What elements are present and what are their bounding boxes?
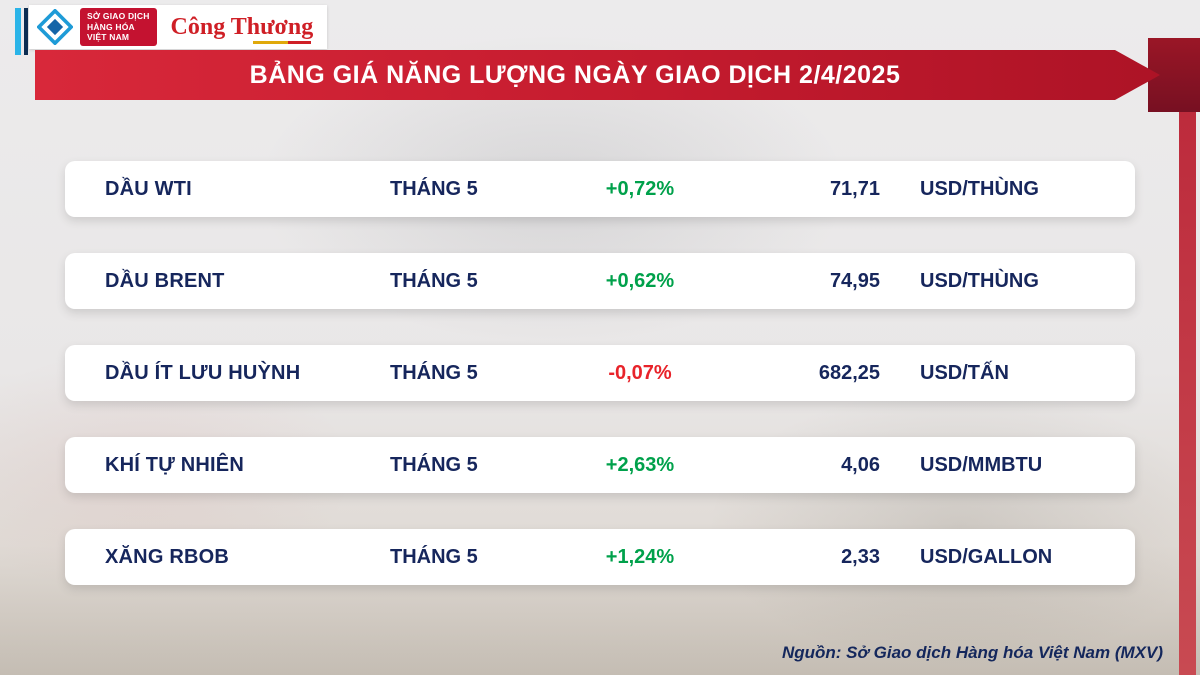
price-value: 71,71 bbox=[829, 177, 880, 200]
exchange-name-line: SỞ GIAO DỊCH bbox=[87, 11, 150, 22]
table-row: DẦU BRENT THÁNG 5 +0,62% 74,95 USD/THÙNG bbox=[65, 253, 1135, 309]
exchange-name-line: HÀNG HÓA bbox=[87, 21, 135, 32]
change-percent: -0,07% bbox=[608, 361, 672, 384]
table-row: XĂNG RBOB THÁNG 5 +1,24% 2,33 USD/GALLON bbox=[65, 529, 1135, 585]
congthuong-underline bbox=[253, 41, 312, 44]
product-name: XĂNG RBOB bbox=[105, 545, 230, 568]
price-unit: USD/TẤN bbox=[920, 361, 1009, 384]
change-percent: +0,72% bbox=[605, 177, 675, 200]
mxv-diamond-icon bbox=[37, 9, 73, 45]
price-value: 74,95 bbox=[829, 269, 880, 292]
page-title: BẢNG GIÁ NĂNG LƯỢNG NGÀY GIAO DỊCH 2/4/2… bbox=[249, 60, 901, 89]
price-unit: USD/MMBTU bbox=[920, 453, 1043, 476]
exchange-name-line: VIỆT NAM bbox=[87, 32, 130, 43]
contract-month: THÁNG 5 bbox=[390, 269, 478, 292]
navy-accent-bar bbox=[24, 8, 28, 55]
change-percent: +0,62% bbox=[605, 269, 675, 292]
contract-month: THÁNG 5 bbox=[390, 453, 478, 476]
change-percent: +2,63% bbox=[605, 453, 675, 476]
exchange-name-badge: SỞ GIAO DỊCH HÀNG HÓA VIỆT NAM bbox=[80, 8, 157, 46]
price-value: 682,25 bbox=[818, 361, 880, 384]
product-name: DẦU WTI bbox=[105, 177, 192, 200]
congthuong-logo: Công Thương bbox=[170, 14, 314, 44]
contract-month: THÁNG 5 bbox=[390, 177, 478, 200]
congthuong-logo-text: Công Thương bbox=[170, 14, 314, 40]
price-unit: USD/GALLON bbox=[920, 545, 1053, 568]
product-name: DẦU ÍT LƯU HUỲNH bbox=[105, 361, 301, 384]
price-value: 2,33 bbox=[841, 545, 880, 568]
table-row: DẦU WTI THÁNG 5 +0,72% 71,71 USD/THÙNG bbox=[65, 161, 1135, 217]
left-accent-bars bbox=[15, 8, 28, 55]
title-banner: BẢNG GIÁ NĂNG LƯỢNG NGÀY GIAO DỊCH 2/4/2… bbox=[35, 50, 1160, 100]
change-percent: +1,24% bbox=[605, 545, 675, 568]
right-edge-red-stripe bbox=[1179, 112, 1196, 675]
contract-month: THÁNG 5 bbox=[390, 361, 478, 384]
contract-month: THÁNG 5 bbox=[390, 545, 478, 568]
table-row: KHÍ TỰ NHIÊN THÁNG 5 +2,63% 4,06 USD/MMB… bbox=[65, 437, 1135, 493]
energy-price-table: DẦU WTI THÁNG 5 +0,72% 71,71 USD/THÙNG D… bbox=[65, 161, 1135, 621]
product-name: KHÍ TỰ NHIÊN bbox=[105, 453, 244, 476]
source-attribution: Nguồn: Sở Giao dịch Hàng hóa Việt Nam (M… bbox=[781, 643, 1163, 662]
branding-header: SỞ GIAO DỊCH HÀNG HÓA VIỆT NAM Công Thươ… bbox=[29, 5, 328, 49]
price-unit: USD/THÙNG bbox=[920, 177, 1039, 200]
price-value: 4,06 bbox=[841, 453, 880, 476]
price-unit: USD/THÙNG bbox=[920, 269, 1039, 292]
product-name: DẦU BRENT bbox=[105, 269, 225, 292]
table-row: DẦU ÍT LƯU HUỲNH THÁNG 5 -0,07% 682,25 U… bbox=[65, 345, 1135, 401]
cyan-accent-bar bbox=[15, 8, 21, 55]
